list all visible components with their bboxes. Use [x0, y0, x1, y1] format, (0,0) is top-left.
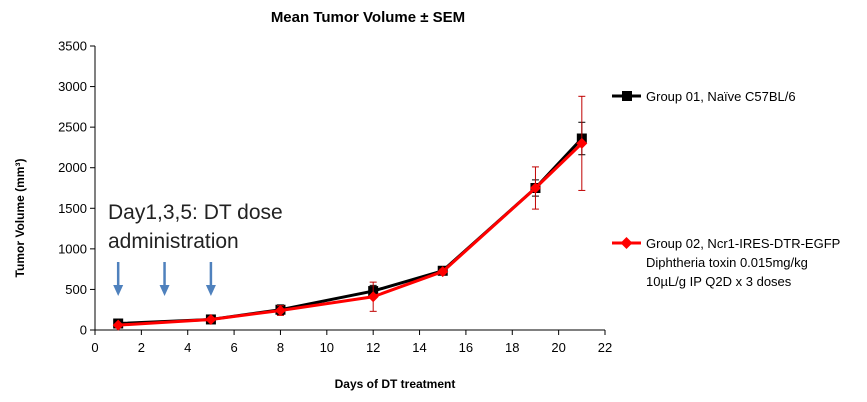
x-tick-label: 14 — [412, 340, 426, 355]
x-tick-label: 4 — [184, 340, 191, 355]
data-point-diamond — [205, 313, 217, 325]
plot-area — [112, 95, 588, 331]
x-tick-label: 16 — [459, 340, 473, 355]
x-tick-label: 20 — [551, 340, 565, 355]
x-axis-title: Days of DT treatment — [335, 377, 456, 391]
legend-label-group-01: Group 01, Naïve C57BL/6 — [646, 89, 796, 104]
y-tick-label: 500 — [65, 282, 87, 297]
legend-marker-diamond — [620, 237, 633, 249]
dose-arrows — [113, 262, 216, 296]
dose-arrow — [159, 262, 170, 296]
dose-arrow-head — [205, 285, 216, 296]
data-point-diamond — [367, 291, 379, 303]
data-point-diamond — [274, 305, 286, 317]
legend-detail-dose: Diphtheria toxin 0.015mg/kg — [646, 255, 808, 270]
data-point-diamond — [576, 137, 588, 149]
legend-detail-route: 10µL/g IP Q2D x 3 doses — [646, 274, 792, 289]
annotation-line-2: administration — [108, 230, 239, 253]
chart-title: Mean Tumor Volume ± SEM — [271, 9, 465, 26]
y-tick-label: 3000 — [58, 79, 87, 94]
y-tick-label: 2000 — [58, 160, 87, 175]
legend-marker-square — [622, 91, 632, 101]
y-tick-label: 1000 — [58, 241, 87, 256]
legend: Group 01, Naïve C57BL/6 Group 02, Ncr1-I… — [612, 89, 840, 289]
x-tick-label: 18 — [505, 340, 519, 355]
dose-arrow-head — [159, 285, 170, 296]
legend-entry-group-02: Group 02, Ncr1-IRES-DTR-EGFP Diphtheria … — [612, 236, 840, 289]
x-tick-label: 22 — [598, 340, 612, 355]
y-tick-label: 0 — [80, 323, 87, 338]
x-tick-label: 8 — [277, 340, 284, 355]
y-tick-label: 1500 — [58, 201, 87, 216]
data-point-diamond — [437, 266, 449, 278]
dose-arrow — [113, 262, 124, 296]
y-axis-title: Tumor Volume (mm³) — [13, 159, 27, 278]
dose-arrow — [205, 262, 216, 296]
series-1 — [113, 121, 587, 329]
x-tick-label: 10 — [320, 340, 334, 355]
x-tick-label: 6 — [230, 340, 237, 355]
data-point-diamond — [112, 319, 124, 331]
dose-arrow-head — [113, 285, 124, 296]
x-tick-label: 2 — [138, 340, 145, 355]
axes: 0 500 1000 1500 2000 2500 3000 3500 0 2 4 6 8 10 12 14 1… — [58, 39, 612, 356]
data-point-diamond — [529, 182, 541, 194]
x-tick-label: 0 — [91, 340, 98, 355]
x-tick-label: 12 — [366, 340, 380, 355]
y-tick-label: 2500 — [58, 120, 87, 135]
series-2 — [112, 95, 588, 331]
legend-entry-group-01: Group 01, Naïve C57BL/6 — [612, 89, 796, 104]
dose-annotation: Day1,3,5: DT dose administration — [108, 201, 283, 253]
legend-label-group-02: Group 02, Ncr1-IRES-DTR-EGFP — [646, 236, 840, 251]
annotation-line-1: Day1,3,5: DT dose — [108, 201, 283, 224]
y-tick-label: 3500 — [58, 39, 87, 54]
